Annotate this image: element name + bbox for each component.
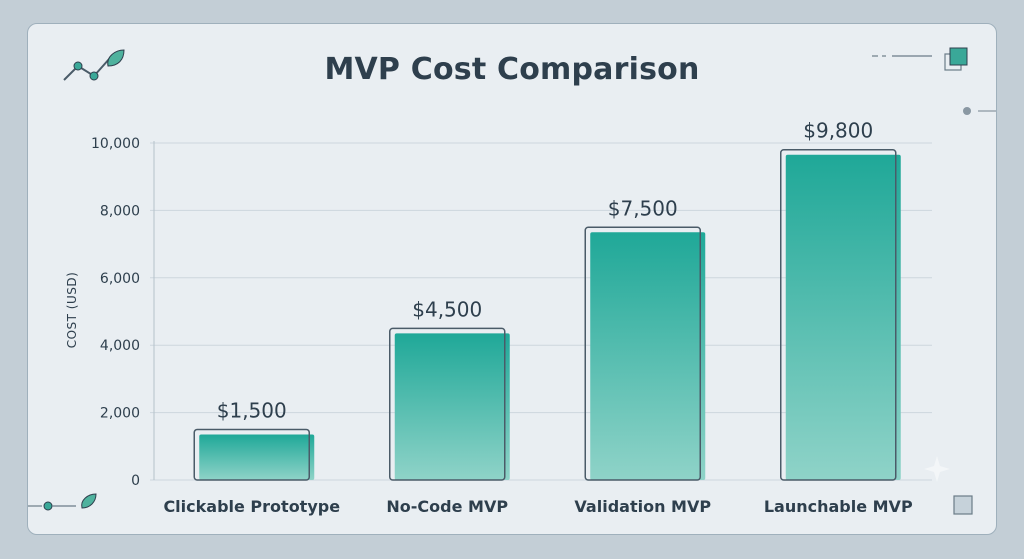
- overlapping-squares-icon: [872, 47, 968, 71]
- bar: [785, 154, 901, 481]
- data-label: $9,800: [803, 119, 873, 143]
- data-label: $7,500: [608, 196, 678, 220]
- leaf-branch-icon: [28, 493, 97, 511]
- data-label: $4,500: [412, 297, 482, 321]
- trend-line-leaf-icon: [63, 49, 125, 81]
- x-tick-label: No-Code MVP: [386, 497, 508, 516]
- x-tick-label: Clickable Prototype: [163, 497, 340, 516]
- bar-outline: [780, 148, 897, 481]
- bar: [394, 333, 510, 480]
- data-label: $1,500: [217, 398, 287, 422]
- y-tick-label: 4,000: [100, 338, 140, 354]
- y-tick-label: 0: [131, 473, 140, 489]
- bar-outline: [389, 327, 506, 481]
- bar: [590, 232, 706, 480]
- x-tick-label: Validation MVP: [574, 497, 711, 516]
- y-tick-label: 8,000: [100, 203, 140, 219]
- bar: [199, 434, 315, 480]
- bar-outline: [584, 226, 701, 481]
- dot-line-icon: [963, 107, 996, 115]
- chart-title: MVP Cost Comparison: [324, 52, 700, 87]
- y-tick-label: 10,000: [91, 136, 140, 152]
- y-tick-label: 2,000: [100, 406, 140, 422]
- bar-outline: [193, 428, 310, 481]
- y-tick-label: 6,000: [100, 271, 140, 287]
- sparkle-icon: [924, 456, 950, 482]
- x-tick-label: Launchable MVP: [764, 497, 913, 516]
- square-icon: [953, 495, 973, 515]
